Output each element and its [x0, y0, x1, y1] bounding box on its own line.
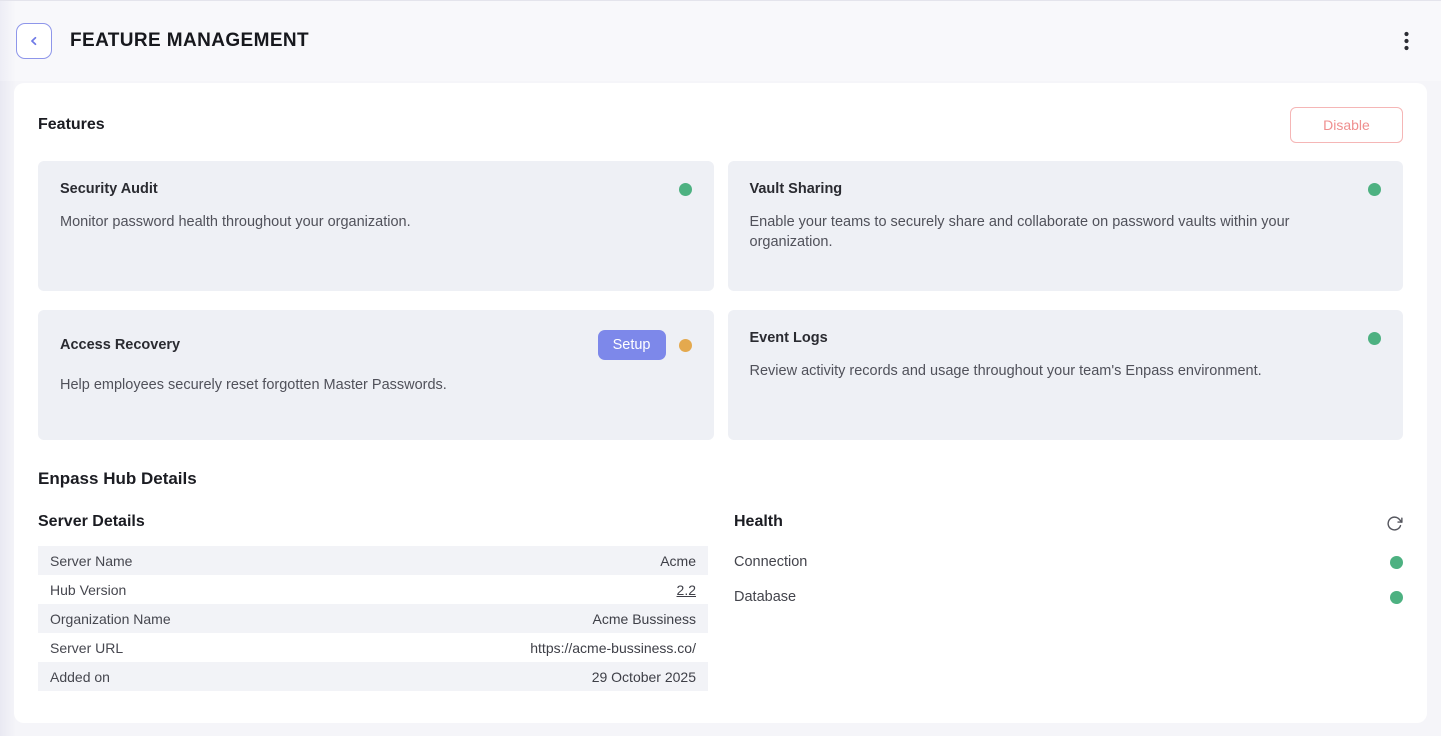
row-label: Organization Name [50, 610, 171, 627]
row-value: 29 October 2025 [591, 668, 696, 685]
row-value: Acme Bussiness [592, 610, 696, 627]
row-label: Server URL [50, 639, 124, 656]
card-head: Access Recovery Setup [60, 330, 692, 360]
back-button[interactable] [16, 23, 52, 59]
status-pending-indicator [678, 338, 692, 352]
page-title: FEATURE MANAGEMENT [70, 30, 310, 51]
feature-title: Event Logs [749, 330, 828, 346]
health-section: Health Connection Database [734, 513, 1403, 691]
feature-title: Access Recovery [60, 337, 181, 353]
health-label: Connection [734, 554, 808, 570]
server-details-section: Server Details Server Name Acme Hub Vers… [38, 513, 708, 691]
feature-description: Monitor password health throughout your … [60, 214, 411, 230]
row-value: Acme [660, 552, 696, 569]
status-ok-indicator [1390, 555, 1403, 569]
table-row: Server URL https://acme-bussiness.co/ [38, 633, 708, 662]
table-row: Organization Name Acme Bussiness [38, 604, 708, 633]
health-header: Health [734, 513, 1403, 534]
health-item-database: Database [734, 585, 1403, 609]
status-enabled-indicator [1368, 182, 1381, 196]
feature-cards-grid: Security Audit Monitor password health t… [38, 161, 1403, 440]
refresh-icon [1386, 515, 1403, 532]
table-row: Added on 29 October 2025 [38, 662, 708, 691]
card-head: Vault Sharing [749, 181, 1381, 197]
feature-description: Enable your teams to securely share and … [749, 214, 1290, 251]
features-header: Features Disable [38, 107, 1403, 143]
table-row: Server Name Acme [38, 546, 708, 575]
row-label: Hub Version [50, 581, 127, 598]
hub-details-section-title: Enpass Hub Details [38, 469, 197, 488]
status-enabled-indicator [1368, 331, 1381, 345]
chevron-left-icon [27, 34, 41, 48]
card-head: Event Logs [749, 330, 1381, 346]
health-rows: Connection Database [734, 550, 1403, 609]
top-bar: FEATURE MANAGEMENT [0, 1, 1441, 81]
setup-button[interactable]: Setup [597, 330, 666, 360]
features-section-title: Features [38, 116, 105, 133]
disable-button[interactable]: Disable [1290, 107, 1403, 143]
feature-description: Review activity records and usage throug… [749, 363, 1262, 379]
row-value: https://acme-bussiness.co/ [530, 639, 696, 656]
feature-card-security-audit: Security Audit Monitor password health t… [38, 161, 714, 291]
server-details-table: Server Name Acme Hub Version 2.2 Organiz… [38, 546, 708, 691]
feature-card-event-logs: Event Logs Review activity records and u… [727, 310, 1403, 440]
hub-version-link[interactable]: 2.2 [676, 581, 696, 598]
feature-description: Help employees securely reset forgotten … [60, 377, 447, 393]
feature-card-vault-sharing: Vault Sharing Enable your teams to secur… [727, 161, 1403, 291]
card-head: Security Audit [60, 181, 692, 197]
row-label: Added on [50, 668, 110, 685]
feature-title: Vault Sharing [749, 181, 843, 197]
status-ok-indicator [1390, 590, 1403, 604]
health-item-connection: Connection [734, 550, 1403, 574]
health-title: Health [734, 513, 783, 530]
refresh-button[interactable] [1384, 513, 1405, 534]
status-enabled-indicator [678, 182, 692, 196]
server-details-title: Server Details [38, 513, 145, 530]
card-actions: Setup [597, 330, 692, 360]
hub-details-columns: Server Details Server Name Acme Hub Vers… [38, 513, 1403, 691]
kebab-vertical-icon [1403, 31, 1409, 51]
table-row: Hub Version 2.2 [38, 575, 708, 604]
kebab-menu-button[interactable] [1393, 28, 1419, 54]
health-label: Database [734, 589, 797, 605]
main-content-panel: Features Disable Security Audit Monitor … [14, 83, 1427, 723]
row-label: Server Name [50, 552, 133, 569]
feature-card-access-recovery: Access Recovery Setup Help employees sec… [38, 310, 714, 440]
feature-title: Security Audit [60, 181, 158, 197]
